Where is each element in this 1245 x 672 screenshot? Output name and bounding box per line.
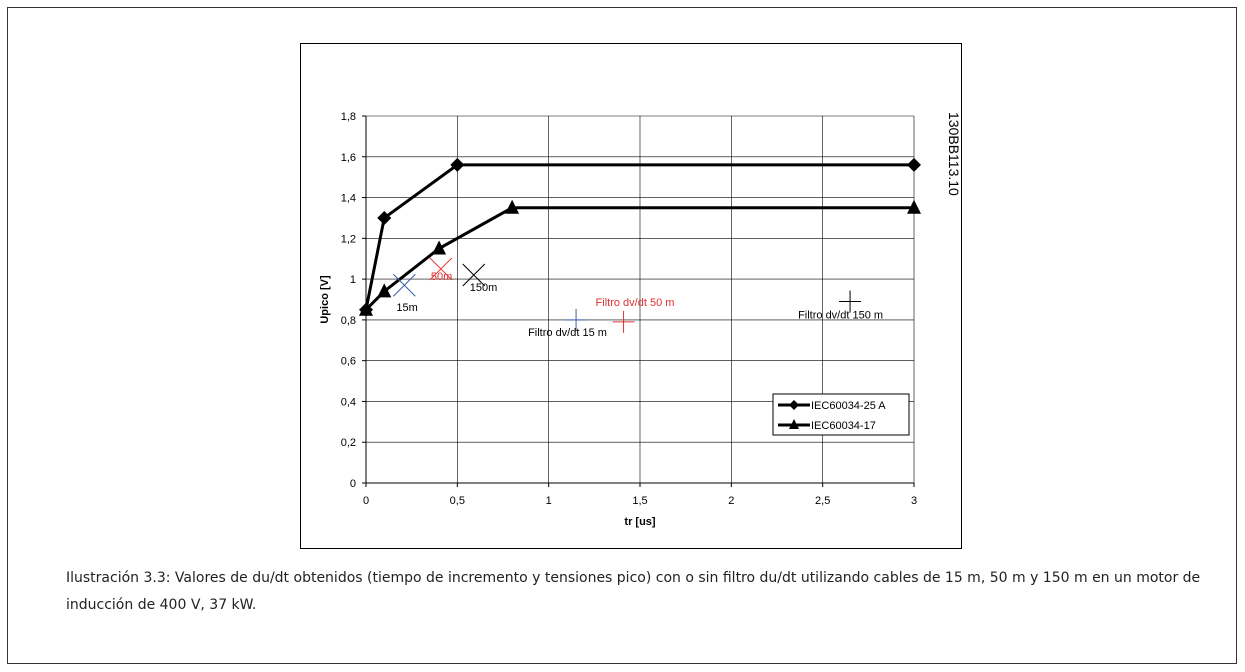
annotation-marker-0-b bbox=[393, 273, 416, 297]
series-1-point-4 bbox=[907, 199, 921, 214]
series-1-point-2 bbox=[432, 240, 447, 255]
annotation-layer: 15m 50m 150m Filtro dv/dt 15 m Filtro dv/dt … bbox=[393, 257, 883, 339]
series-0-point-1 bbox=[377, 210, 392, 225]
y-tick-label-6: 1,2 bbox=[341, 233, 356, 245]
x-tick-label-0: 0 bbox=[363, 495, 369, 507]
y-tick-label-7: 1,4 bbox=[341, 193, 356, 205]
series-0-point-3 bbox=[907, 157, 921, 172]
x-tick-label-2: 1 bbox=[546, 495, 552, 507]
legend-marker-1 bbox=[789, 419, 799, 429]
annotation-marker-2-b bbox=[462, 263, 486, 287]
y-axis-title: Upico [V] bbox=[319, 275, 331, 324]
legend-label-0: IEC60034-25 A bbox=[811, 400, 886, 412]
legend-label-1: IEC60034-17 bbox=[811, 420, 876, 432]
y-tick-label-8: 1,6 bbox=[341, 152, 356, 164]
y-tick-label-3: 0,6 bbox=[341, 356, 356, 368]
annotation-label-4: Filtro dv/dt 50 m bbox=[596, 297, 675, 309]
y-tick-label-1: 0,2 bbox=[341, 437, 356, 449]
annotation-label-0: 15m bbox=[396, 302, 417, 314]
figure-caption: Ilustración 3.3: Valores de du/dt obteni… bbox=[66, 570, 1201, 613]
y-tick-label-9: 1,8 bbox=[341, 111, 356, 123]
annotation-label-5: Filtro dv/dt 150 m bbox=[798, 310, 883, 322]
y-tick-label-5: 1 bbox=[350, 274, 356, 286]
chart-container bbox=[300, 43, 962, 549]
page-frame bbox=[7, 7, 1237, 664]
axes-layer: 0 0,5 1 1,5 2 2,5 3 0 0,2 0,4 0,6 0,8 1 1,2 1,4 1,6 1,8 bbox=[341, 111, 917, 507]
x-tick-label-1: 0,5 bbox=[450, 495, 465, 507]
annotation-marker-1-b bbox=[429, 257, 453, 281]
x-tick-label-3: 1,5 bbox=[632, 495, 647, 507]
x-tick-label-4: 2 bbox=[728, 495, 734, 507]
x-tick-label-6: 3 bbox=[911, 495, 917, 507]
annotation-label-1: 50m bbox=[431, 271, 452, 283]
series-0-point-2 bbox=[450, 157, 465, 172]
series-line-0 bbox=[364, 163, 914, 310]
series-1-point-1 bbox=[377, 283, 392, 298]
annotation-label-3: Filtro dv/dt 15 m bbox=[528, 327, 607, 339]
annotation-label-2: 150m bbox=[470, 282, 498, 294]
series-1-point-0 bbox=[359, 301, 373, 316]
y-tick-label-0: 0 bbox=[350, 478, 356, 490]
x-axis-title: tr [us] bbox=[624, 516, 656, 528]
legend-marker-0 bbox=[789, 400, 799, 410]
x-tick-label-5: 2,5 bbox=[815, 495, 830, 507]
chart-legend: IEC60034-25 A IEC60034-17 bbox=[772, 393, 910, 436]
series-1-point-3 bbox=[505, 199, 520, 214]
figure-code: 130BB113.10 bbox=[946, 112, 962, 196]
series-layer bbox=[359, 157, 921, 317]
y-tick-label-4: 0,8 bbox=[341, 315, 356, 327]
y-tick-label-2: 0,4 bbox=[341, 396, 356, 408]
